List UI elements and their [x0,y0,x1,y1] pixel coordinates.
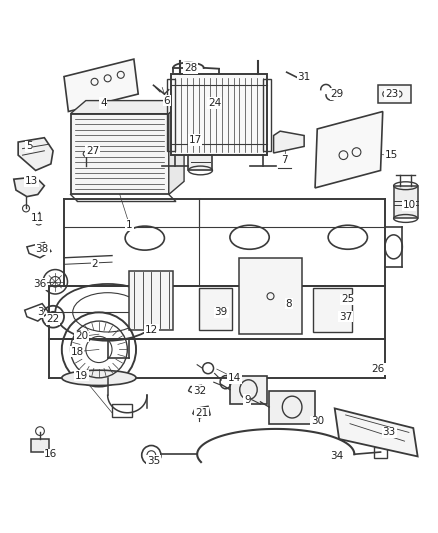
Text: 4: 4 [100,98,106,108]
Polygon shape [18,138,53,171]
Polygon shape [335,408,418,456]
Text: 5: 5 [26,141,32,151]
Bar [188,120,212,171]
Polygon shape [169,101,184,195]
Text: 3: 3 [37,308,43,317]
Bar [166,79,175,151]
Text: 39: 39 [215,308,228,317]
Bar [230,376,267,404]
Text: 33: 33 [383,427,396,438]
Bar [171,75,267,155]
Bar [239,258,302,334]
Bar [335,290,350,304]
Bar [71,114,169,195]
Text: 1: 1 [126,220,133,230]
Text: 18: 18 [71,346,84,357]
Bar [204,95,228,116]
Text: 12: 12 [145,325,158,335]
Bar [199,288,232,330]
Bar [378,85,411,103]
Text: 26: 26 [372,364,385,374]
Text: 16: 16 [44,449,57,459]
Bar [269,391,315,424]
Bar [31,439,49,452]
Bar [112,404,132,417]
Bar [263,79,272,151]
Polygon shape [64,59,138,111]
Text: 19: 19 [75,370,88,381]
Text: 7: 7 [281,155,288,165]
Text: 15: 15 [385,150,398,160]
Bar [374,447,387,458]
Ellipse shape [62,370,136,385]
Polygon shape [14,177,44,197]
Text: 27: 27 [86,146,99,156]
Text: 25: 25 [341,294,354,304]
Text: 23: 23 [385,89,398,99]
Text: 35: 35 [147,456,160,466]
Polygon shape [274,131,304,153]
Text: 24: 24 [208,98,221,108]
Text: 22: 22 [46,314,60,324]
Text: 38: 38 [35,244,49,254]
Text: 21: 21 [195,408,208,418]
Text: 28: 28 [184,63,197,73]
Bar [313,288,352,332]
Text: 29: 29 [330,89,343,99]
Text: 11: 11 [31,214,44,223]
Text: 31: 31 [297,71,311,82]
Text: 20: 20 [75,332,88,341]
Text: 17: 17 [188,135,201,145]
Text: 36: 36 [33,279,46,289]
Text: 2: 2 [91,260,98,269]
Text: 32: 32 [193,386,206,396]
Text: 13: 13 [25,176,38,187]
Polygon shape [71,101,184,114]
Text: 8: 8 [286,298,292,309]
Bar [130,271,173,330]
Text: 6: 6 [163,95,170,106]
Bar [394,185,418,219]
Text: 37: 37 [339,312,352,322]
Text: 14: 14 [228,373,241,383]
Text: 34: 34 [330,451,343,462]
Polygon shape [315,111,383,188]
Text: 30: 30 [311,416,324,426]
Text: 9: 9 [244,394,251,405]
Text: 10: 10 [403,200,416,211]
